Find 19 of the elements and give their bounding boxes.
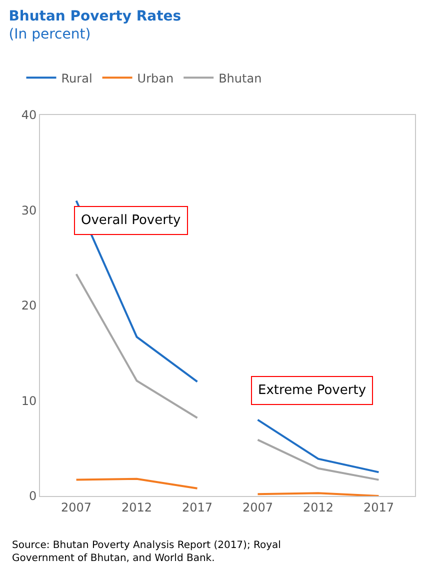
chart-subtitle: (In percent): [8, 26, 91, 43]
annotation: Extreme Poverty: [258, 383, 366, 398]
x-tick-label: 2007: [242, 500, 274, 514]
chart-title: Bhutan Poverty Rates: [8, 8, 182, 25]
y-tick-label: 10: [21, 394, 37, 408]
x-tick-label: 2017: [363, 500, 394, 514]
y-tick-label: 20: [21, 298, 37, 313]
annotation: Overall Poverty: [81, 213, 182, 228]
y-tick-label: 40: [21, 108, 37, 122]
source-note: Source: Bhutan Poverty Analysis Report (2017); Royal Government of Bhutan, and World Bank.: [12, 540, 281, 564]
x-tick-label: 2007: [61, 500, 92, 514]
y-tick-label: 30: [21, 203, 37, 218]
y-tick-label: 0: [28, 489, 37, 504]
x-tick-label: 2017: [182, 500, 213, 514]
legend-label: Urban: [137, 71, 174, 86]
x-tick-label: 2012: [121, 500, 152, 514]
legend-label: Bhutan: [218, 71, 262, 86]
x-tick-label: 2012: [302, 500, 334, 514]
legend-label: Rural: [61, 71, 92, 86]
